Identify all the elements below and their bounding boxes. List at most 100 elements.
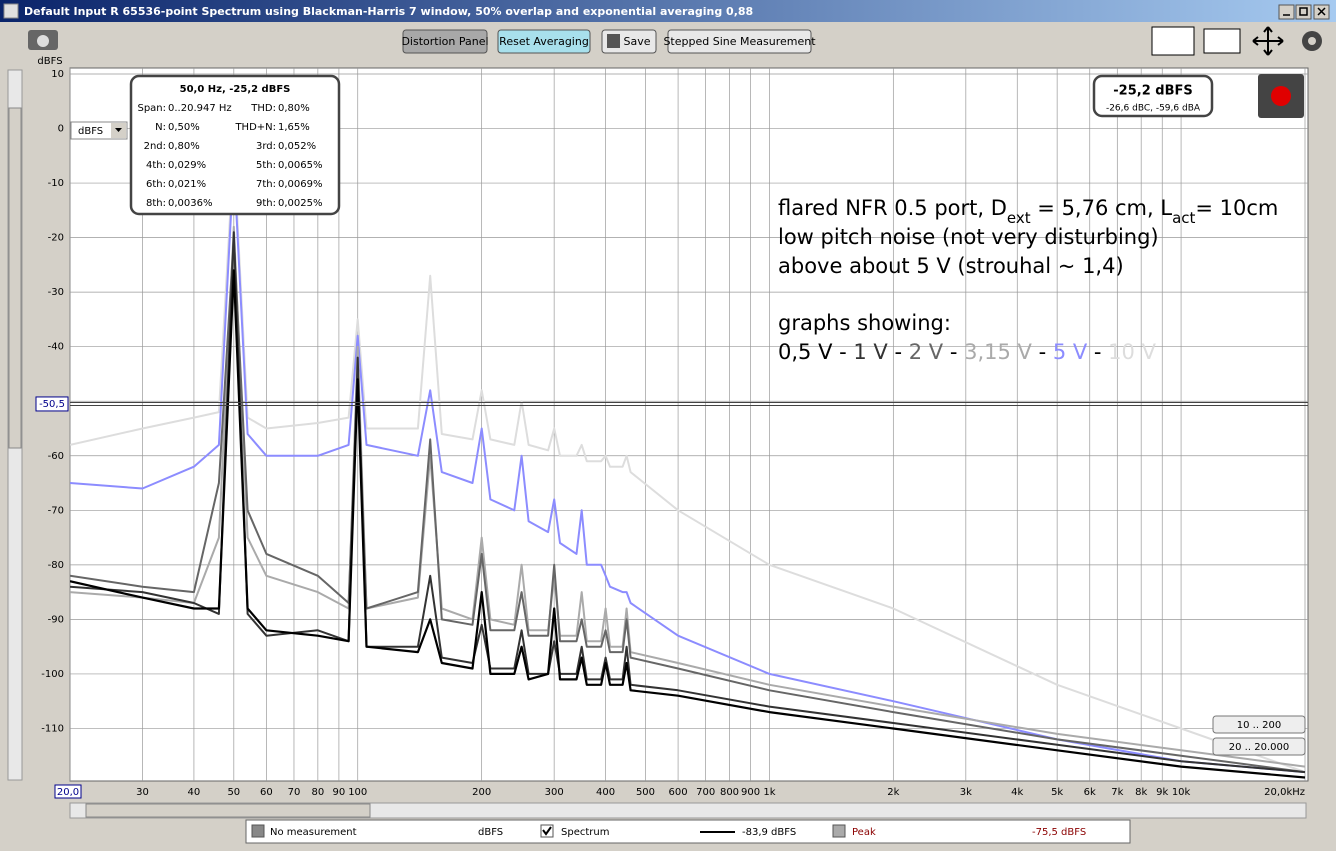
checkbox[interactable] <box>251 824 265 838</box>
series-name: 3,15 V <box>964 340 1032 364</box>
distortion-cell: 8th: <box>146 198 166 209</box>
vertical-scroll-thumb[interactable] <box>8 107 22 449</box>
annotation-line: above about 5 V (strouhal ~ 1,4) <box>778 254 1124 278</box>
separator: - <box>1087 340 1108 364</box>
range-button[interactable] <box>1212 715 1306 734</box>
x-tick-label: 1k <box>763 787 775 798</box>
x-tick-label: 20,0 <box>57 787 79 798</box>
y-tick-label: -70 <box>48 505 64 516</box>
distortion-cell: 0,0065% <box>278 160 323 171</box>
x-tick-label: 30 <box>136 787 149 798</box>
distortion-cell: 1,65% <box>278 122 310 133</box>
annotation-part: act <box>1172 209 1195 227</box>
y-tick-label: -20 <box>48 233 64 244</box>
annotation-line: flared NFR 0.5 port, Dext = 5,76 cm, Lac… <box>778 196 1278 227</box>
distortion-cell: Span: <box>137 103 166 114</box>
view-icon[interactable] <box>1151 26 1195 56</box>
distortion-cell: 7th: <box>256 179 276 190</box>
distortion-cell: 0,0069% <box>278 179 323 190</box>
legend-label: No measurement <box>270 827 357 838</box>
series-name: 2 V <box>909 340 944 364</box>
y-tick-label: -110 <box>41 723 64 734</box>
series-line <box>70 236 1306 774</box>
x-tick-label: 700 <box>696 787 715 798</box>
x-tick-label: 10k <box>1172 787 1191 798</box>
separator: - <box>943 340 964 364</box>
series-line <box>70 149 1306 774</box>
distortion-cell: N: <box>155 122 166 133</box>
horizontal-scroll-thumb[interactable] <box>85 803 371 818</box>
annotation-part: ext <box>1007 209 1031 227</box>
range-button[interactable] <box>1212 737 1306 756</box>
minimize-button[interactable] <box>1278 4 1295 20</box>
legend-label: Spectrum <box>561 827 609 838</box>
columns-icon[interactable] <box>1203 28 1241 54</box>
series-name: 5 V <box>1053 340 1088 364</box>
overlays: dBFS 50,0 Hz, -25,2 dBFS Span: 0..20.947 Hz… <box>70 74 1306 756</box>
y-tick-label: -60 <box>48 451 64 462</box>
toolbar: Distortion Panel Reset Averaging Save Stepp… <box>401 29 816 54</box>
window-title: Default Input R 65536-point Spectrum usi… <box>24 5 753 18</box>
maximize-button[interactable] <box>1295 4 1312 20</box>
distortion-cell: THD+N: <box>234 122 276 133</box>
series-name: 0,5 V <box>778 340 833 364</box>
toolbar-button[interactable] <box>402 29 488 54</box>
legend-frame <box>245 819 1131 844</box>
x-tick-label: 2k <box>887 787 899 798</box>
title-bar <box>0 0 1336 22</box>
separator: - <box>1032 340 1053 364</box>
separator: - <box>832 340 853 364</box>
axes: dBFS100-10-20-30-40-50-60-70-80-90-100-1… <box>35 56 1308 799</box>
unit-select-glyph <box>115 128 122 132</box>
y-axis-label: dBFS <box>37 56 62 67</box>
cursor-box <box>35 396 69 412</box>
legend-bar: No measurement dBFS Spectrum -83,9 dBFS Peak… <box>245 819 1131 844</box>
cursor-label: -50,5 <box>39 399 65 410</box>
x-tick-label: 3k <box>960 787 972 798</box>
x-tick-label: 80 <box>311 787 324 798</box>
x-tick-label: 100 <box>348 787 367 798</box>
toolbar-button[interactable] <box>497 29 591 54</box>
camera-lens <box>37 35 49 47</box>
separator: - <box>888 340 909 364</box>
settings-hole <box>1308 37 1316 45</box>
annotation-series: 0,5 V - 1 V - 2 V - 3,15 V - 5 V - 10 V <box>778 340 1157 364</box>
series-line <box>70 160 1306 774</box>
range-button-label: 20 .. 20.000 <box>1229 742 1289 753</box>
check-mark <box>542 826 552 836</box>
x-tick-label: 500 <box>636 787 655 798</box>
x-tick-label: 20,0kHz <box>1264 787 1305 798</box>
distortion-panel <box>129 74 341 216</box>
unit-select-text: dBFS <box>78 126 103 137</box>
save-icon <box>607 34 620 48</box>
x-tick-label: 400 <box>596 787 615 798</box>
x-tick-label: 60 <box>260 787 273 798</box>
x-tick-label: 70 <box>288 787 301 798</box>
y-tick-label: -40 <box>48 342 64 353</box>
annotation-line: graphs showing: <box>778 311 951 335</box>
level-readout <box>1092 74 1214 118</box>
zoom-fit-icon[interactable] <box>1252 26 1284 56</box>
horizontal-scrollbar[interactable] <box>69 802 1307 819</box>
annotation-part: = 10cm <box>1195 196 1278 220</box>
distortion-cell: 5th: <box>256 160 276 171</box>
distortion-cell: 0,0025% <box>278 198 323 209</box>
y-tick-label: -90 <box>48 614 64 625</box>
distortion-cell: 0,052% <box>278 141 316 152</box>
x-tick-label: 6k <box>1084 787 1096 798</box>
legend-label: Peak <box>852 827 876 838</box>
y-tick-label: -10 <box>48 178 64 189</box>
x-tick-label: 7k <box>1111 787 1123 798</box>
checkbox[interactable] <box>832 824 846 838</box>
x-tick-label: 300 <box>545 787 564 798</box>
legend-value: dBFS <box>478 827 503 838</box>
grid <box>69 68 1308 781</box>
window-controls <box>1278 4 1330 20</box>
toolbar-button-label: Stepped Sine Measurement <box>663 35 816 48</box>
distortion-cell: 4th: <box>146 160 166 171</box>
toolbar-button[interactable] <box>667 29 812 54</box>
annotation-part: flared NFR 0.5 port, D <box>778 196 1007 220</box>
x-tick-label: 5k <box>1051 787 1063 798</box>
toolbar-button-label: Save <box>623 35 650 48</box>
